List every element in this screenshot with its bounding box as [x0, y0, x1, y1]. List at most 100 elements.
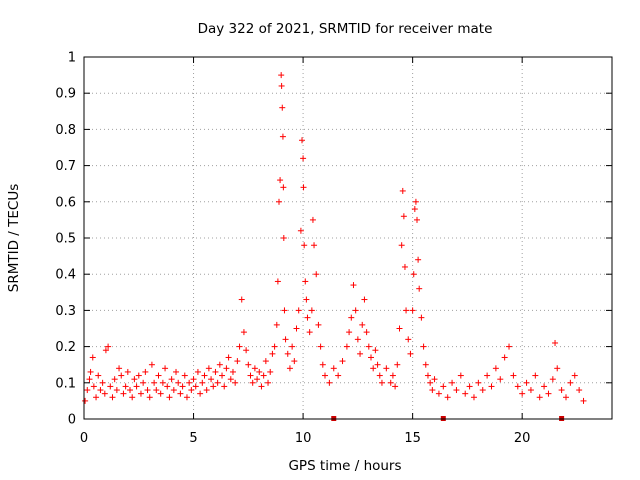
data-point: [201, 372, 208, 379]
data-point: [116, 365, 123, 372]
data-point: [107, 383, 114, 390]
x-tick-label: 5: [189, 431, 197, 446]
data-point: [470, 394, 477, 401]
data-point: [84, 387, 91, 394]
data-point: [251, 365, 258, 372]
data-point: [168, 376, 175, 383]
data-point: [274, 278, 281, 285]
data-point: [306, 329, 313, 336]
data-point: [523, 379, 530, 386]
data-point: [197, 390, 204, 397]
y-tick-labels: 0 0.1 0.2 0.3 0.4 0.5 0.6 0.7 0.8 0.9 1: [55, 51, 76, 428]
data-point: [194, 368, 201, 375]
data-point: [232, 379, 239, 386]
data-point: [303, 296, 310, 303]
data-point: [357, 350, 364, 357]
data-point: [82, 397, 89, 404]
data-point: [245, 361, 252, 368]
data-point: [378, 379, 385, 386]
data-point: [488, 383, 495, 390]
data-point: [173, 368, 180, 375]
data-point: [370, 365, 377, 372]
data-point: [280, 184, 287, 191]
y-tick-label: 0.8: [55, 123, 76, 138]
data-point: [153, 387, 160, 394]
data-point: [580, 397, 587, 404]
data-point: [247, 372, 254, 379]
data-point: [205, 365, 212, 372]
data-point: [269, 350, 276, 357]
data-point: [484, 372, 491, 379]
data-point: [87, 368, 94, 375]
data-point: [317, 343, 324, 350]
data-point: [427, 379, 434, 386]
data-point: [164, 383, 171, 390]
data-point: [392, 383, 399, 390]
data-point: [363, 329, 370, 336]
data-point: [175, 379, 182, 386]
data-point: [234, 358, 241, 365]
data-point: [249, 379, 256, 386]
data-point: [479, 387, 486, 394]
data-point: [435, 390, 442, 397]
data-point: [368, 354, 375, 361]
data-point: [284, 350, 291, 357]
data-point: [308, 307, 315, 314]
data-point: [277, 177, 284, 184]
data-point: [300, 184, 307, 191]
data-point: [506, 343, 513, 350]
data-point: [258, 383, 265, 390]
data-point: [545, 390, 552, 397]
data-point: [501, 354, 508, 361]
y-tick-label: 0.5: [55, 232, 76, 247]
data-point: [142, 368, 149, 375]
data-point: [576, 387, 583, 394]
data-point: [293, 325, 300, 332]
data-point: [407, 350, 414, 357]
data-point: [346, 329, 353, 336]
data-point: [297, 227, 304, 234]
data-point: [238, 296, 245, 303]
data-point: [144, 387, 151, 394]
y-axis-label: SRMTID / TECUs: [6, 184, 22, 292]
data-point: [212, 368, 219, 375]
data-point: [536, 394, 543, 401]
data-point: [256, 368, 263, 375]
data-point: [177, 390, 184, 397]
data-point: [210, 383, 217, 390]
data-point: [219, 372, 226, 379]
y-tick-label: 0.1: [55, 376, 76, 391]
data-point: [549, 376, 556, 383]
data-point: [102, 347, 109, 354]
data-point: [319, 361, 326, 368]
data-point: [411, 206, 418, 213]
data-point: [514, 383, 521, 390]
data-point: [416, 285, 423, 292]
data-point: [86, 376, 93, 383]
data-point: [372, 347, 379, 354]
data-point: [186, 379, 193, 386]
data-point: [124, 368, 131, 375]
data-point: [278, 82, 285, 89]
data-point: [278, 72, 285, 79]
data-point: [135, 372, 142, 379]
data-point: [401, 263, 408, 270]
data-point: [376, 372, 383, 379]
y-tick-label: 0.4: [55, 268, 76, 283]
data-point: [552, 339, 559, 346]
data-point: [151, 379, 158, 386]
data-point: [127, 387, 134, 394]
data-point: [300, 155, 307, 162]
data-point: [321, 372, 328, 379]
y-tick-label: 0.2: [55, 340, 76, 355]
data-point: [120, 390, 127, 397]
data-point: [403, 307, 410, 314]
data-point: [361, 296, 368, 303]
data-point: [240, 329, 247, 336]
data-point: [359, 321, 366, 328]
data-point: [214, 379, 221, 386]
data-point: [462, 390, 469, 397]
data-point: [140, 379, 147, 386]
data-point: [179, 383, 186, 390]
